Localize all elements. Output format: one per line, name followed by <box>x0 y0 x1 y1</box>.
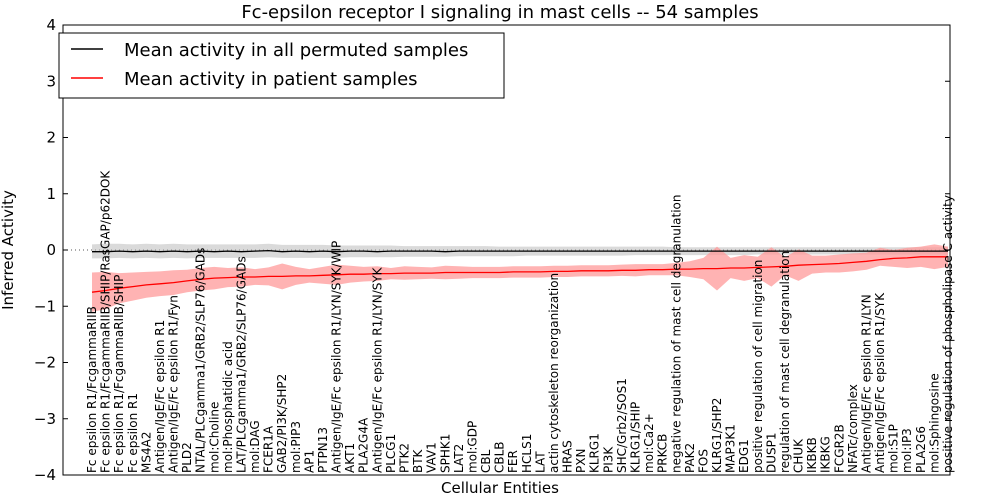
y-axis-label: Inferred Activity <box>0 190 17 310</box>
x-tick-label: positive regulation of cell migration <box>751 260 765 473</box>
x-tick-label: PAK2 <box>683 443 697 473</box>
plot-area <box>63 243 950 312</box>
x-tick-label: GAB2/PI3K/SHP2 <box>275 374 289 473</box>
y-tick-label: −1 <box>34 297 56 315</box>
x-tick-label: PLA2G4A <box>357 417 371 473</box>
x-tick-label: mol:DAG <box>248 420 262 473</box>
x-tick-label: KLRG1/SHP2 <box>710 398 724 473</box>
x-tick-label: PI3K <box>601 446 615 473</box>
x-tick-label: LAT <box>533 451 547 473</box>
x-tick-label: BTK <box>411 448 425 473</box>
x-tick-label: MS4A2 <box>139 432 153 473</box>
x-tick-label: KLRG1/SHIP <box>629 402 643 473</box>
x-tick-label: mol:Sphingosine <box>927 373 941 473</box>
x-tick-label: FCGR2B <box>832 424 846 473</box>
x-tick-label: HCLS1 <box>520 434 534 473</box>
x-axis-labels: Fc epsilon R1/FcgammaRIIB Fc epsilon R1/F… <box>85 170 955 473</box>
x-tick-label: CBL <box>479 449 493 473</box>
x-tick-label: mol:PIP3 <box>289 421 303 473</box>
x-tick-label: FCER1A <box>262 425 276 473</box>
x-tick-label: MAP3K1 <box>724 424 738 473</box>
x-tick-label: mol:S1P <box>887 424 901 473</box>
x-tick-label: FER <box>506 450 520 473</box>
x-tick-label: regulation of mast cell degranulation <box>778 251 792 473</box>
x-tick-label: PRKCB <box>656 434 670 473</box>
x-tick-label: Antigen/IgE/Fc epsilon R1/LYN/SYK/WIP <box>330 241 344 473</box>
x-tick-label: Antigen/IgE/Fc epsilon R1/SYK <box>873 292 887 473</box>
x-tick-label: Fc epsilon R1/FcgammaRIIB/SHIP/RasGAP/p6… <box>99 170 113 473</box>
y-tick-label: 0 <box>46 241 56 259</box>
x-tick-label: PTK2 <box>398 443 412 473</box>
x-tick-label: Antigen/IgE/Fc epsilon R1 <box>153 320 167 473</box>
x-tick-label: mol:Phosphatidic acid <box>221 341 235 473</box>
x-tick-label: DUSP1 <box>764 432 778 473</box>
x-tick-label: NTAL/PLCgamma1/GRB2/SLP76/GADs <box>194 248 208 473</box>
x-tick-label: CHUK <box>792 438 806 473</box>
x-tick-label: LAT2 <box>452 444 466 473</box>
y-tick-label: 3 <box>46 72 56 90</box>
x-tick-label: PLCG1 <box>384 434 398 473</box>
x-tick-label: negative regulation of mast cell degranu… <box>669 194 683 473</box>
x-tick-label: CBLB <box>493 441 507 473</box>
y-tick-label: 2 <box>46 129 56 147</box>
y-tick-label: −2 <box>34 354 56 372</box>
y-axis: −4 −3 −2 −1 0 1 2 3 4 <box>34 16 950 484</box>
y-tick-label: 4 <box>46 16 56 34</box>
x-tick-label: PLA2G6 <box>914 426 928 473</box>
x-tick-label: mol:Ca2+ <box>642 413 656 473</box>
x-tick-label: NFATc/complex <box>846 384 860 473</box>
x-tick-label: HRAS <box>561 440 575 473</box>
legend-label-patient: Mean activity in patient samples <box>124 69 418 90</box>
x-tick-label: Fc epsilon R1/FcgammaRIIB/SHIP <box>112 275 126 473</box>
x-tick-label: LAT/PLCgamma1/GRB2/SLP76/GADs <box>235 256 249 473</box>
x-tick-label: AP1 <box>302 450 316 473</box>
x-tick-label: Fc epsilon R1 <box>126 393 140 473</box>
legend-box <box>58 32 505 99</box>
x-tick-label: Antigen/IgE/Fc epsilon R1/LYN/SYK <box>370 266 384 473</box>
x-tick-label: IKBKB <box>805 437 819 473</box>
x-axis-label: Cellular Entities <box>441 479 559 497</box>
x-tick-label: SPHK1 <box>438 434 452 473</box>
x-tick-label: PXN <box>574 449 588 473</box>
x-tick-label: Antigen/IgE/Fc epsilon R1/LYN <box>860 294 874 473</box>
x-tick-label: mol:IP3 <box>900 428 914 473</box>
line-permuted <box>92 249 948 253</box>
x-tick-label: KLRG1 <box>588 433 602 473</box>
x-tick-label: PTPN13 <box>316 427 330 473</box>
x-tick-label: Fc epsilon R1/FcgammaRIIB <box>85 306 99 473</box>
x-tick-label: Antigen/IgE/Fc epsilon R1/Fyn <box>167 295 181 473</box>
x-tick-label: mol:Choline <box>207 402 221 473</box>
x-tick-label: IKBKG <box>819 436 833 473</box>
y-tick-label: 1 <box>46 185 56 203</box>
legend-label-permuted: Mean activity in all permuted samples <box>124 40 468 61</box>
x-tick-label: SHC/Grb2/SOS1 <box>615 378 629 473</box>
band-patient <box>92 244 948 312</box>
x-tick-label: positive regulation of phospholipase C a… <box>941 195 955 473</box>
x-tick-label: mol:GDP <box>465 421 479 473</box>
line-patient <box>91 256 948 293</box>
x-tick-label: FOS <box>696 449 710 473</box>
x-tick-label: VAV1 <box>425 442 439 473</box>
x-tick-label: AKT1 <box>343 443 357 473</box>
legend: Mean activity in all permuted samples Me… <box>58 32 505 99</box>
chart-title: Fc-epsilon receptor I signaling in mast … <box>241 2 758 23</box>
x-tick-label: EDG1 <box>737 439 751 473</box>
x-tick-label: actin cytoskeleton reorganization <box>547 273 561 473</box>
y-tick-label: −4 <box>34 466 56 484</box>
x-tick-label: PLD2 <box>180 442 194 473</box>
y-tick-label: −3 <box>34 410 56 428</box>
